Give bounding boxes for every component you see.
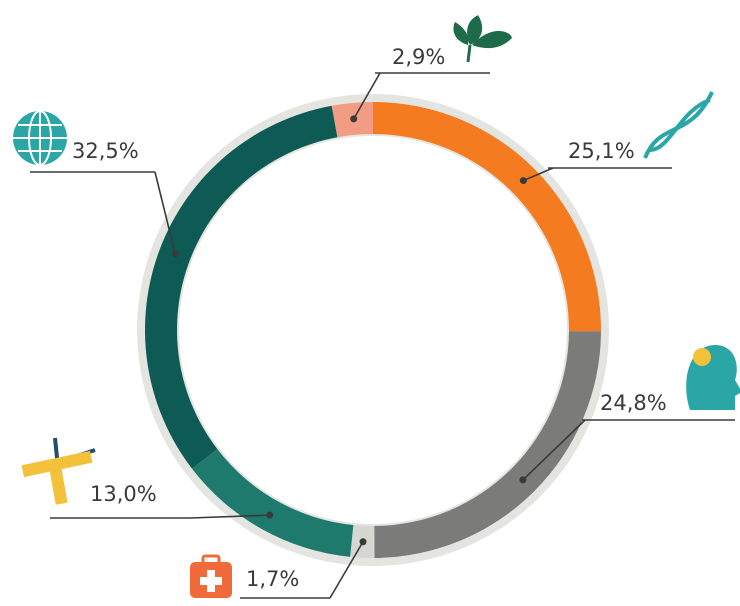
leader-dot [171, 250, 179, 258]
leader-line [523, 167, 554, 182]
value-label: 24,8% [600, 391, 667, 415]
value-label: 13,0% [90, 482, 157, 506]
leaf-icon [453, 15, 512, 63]
value-label: 2,9% [392, 45, 445, 69]
head-icon [686, 345, 740, 410]
leader-line [154, 171, 176, 255]
donut-segment [373, 102, 601, 332]
value-label: 1,7% [246, 567, 299, 591]
donut-segment [191, 449, 354, 557]
leader-line [189, 514, 270, 519]
segments [145, 102, 601, 558]
globe-icon [13, 110, 67, 166]
value-label: 32,5% [72, 139, 139, 163]
labels: 25,1% 24,8% 1,7% 13,0% 32,5% 2,9% [30, 45, 735, 599]
donut-segment [145, 105, 338, 469]
medkit-icon [190, 554, 232, 598]
donut-hole [179, 136, 567, 524]
leader-line [353, 72, 381, 120]
tools-icon [21, 437, 96, 505]
leader-line [329, 541, 364, 599]
donut-segment [374, 331, 601, 558]
dna-icon [643, 91, 714, 159]
leader-line [522, 419, 586, 481]
value-label: 25,1% [568, 139, 635, 163]
